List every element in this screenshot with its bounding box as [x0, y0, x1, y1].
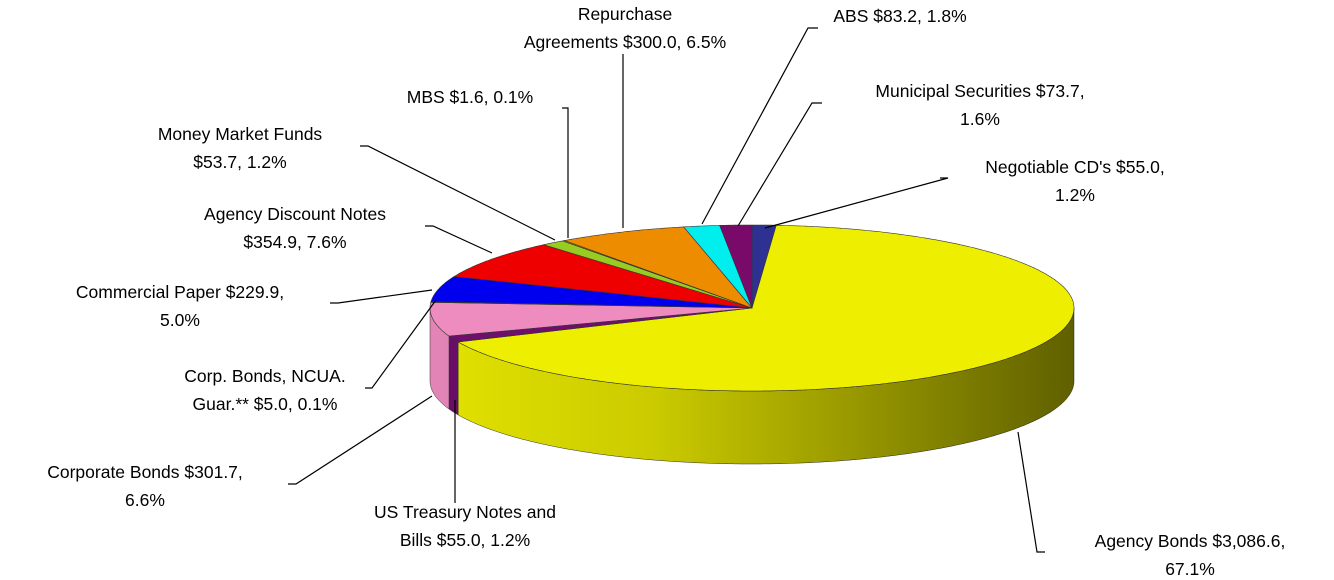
- leader-line: [701, 27, 818, 225]
- slice-label: Negotiable CD's $55.0, 1.2%: [985, 157, 1164, 205]
- slice-label: ABS $83.2, 1.8%: [833, 6, 966, 26]
- slice-label-line: Repurchase: [578, 4, 672, 24]
- slice-label-line: 1.2%: [1055, 185, 1095, 205]
- slice-side-shade: [449, 336, 459, 415]
- slice: [543, 240, 753, 309]
- slice-label: Money Market Funds $53.7, 1.2%: [158, 124, 323, 172]
- leader-line: [562, 107, 569, 238]
- slice-label-line: MBS $1.6, 0.1%: [407, 87, 533, 107]
- slice: [719, 224, 753, 309]
- slice-label-line: $53.7, 1.2%: [193, 152, 286, 172]
- leader-line: [737, 102, 822, 227]
- slice: [430, 276, 753, 309]
- leader-line: [1017, 431, 1045, 553]
- slice-label-line: Agency Discount Notes: [204, 204, 386, 224]
- slice-label: Corp. Bonds, NCUA. Guar.** $5.0, 0.1%: [184, 366, 345, 414]
- slice-label-line: Municipal Securities $73.7,: [875, 81, 1084, 101]
- slice-label-line: Corp. Bonds, NCUA.: [184, 366, 345, 386]
- slice-label-line: Negotiable CD's $55.0,: [985, 157, 1164, 177]
- slice: [683, 225, 753, 309]
- slice-label-line: Corporate Bonds $301.7,: [47, 462, 243, 482]
- slice-label: Municipal Securities $73.7, 1.6%: [875, 81, 1084, 129]
- slice-label-line: Agency Bonds $3,086.6,: [1095, 531, 1286, 551]
- slice-label-line: ABS $83.2, 1.8%: [833, 6, 966, 26]
- slice: [564, 226, 753, 309]
- slice-label: Agency Discount Notes $354.9, 7.6%: [204, 204, 386, 252]
- leader-line: [330, 289, 433, 304]
- leader-line: [360, 145, 556, 241]
- slice-label: Agency Bonds $3,086.6, 67.1%: [1095, 531, 1286, 579]
- slice-side-shade: [458, 308, 1075, 464]
- slice-label-line: Money Market Funds: [158, 124, 323, 144]
- leader-line: [425, 225, 493, 254]
- slice-label-line: 67.1%: [1165, 559, 1215, 579]
- slice-label: US Treasury Notes and Bills $55.0, 1.2%: [374, 502, 556, 550]
- slice-label: MBS $1.6, 0.1%: [407, 87, 533, 107]
- slice-label-line: US Treasury Notes and: [374, 502, 556, 522]
- slice: [453, 244, 753, 309]
- slice-label-line: 6.6%: [125, 490, 165, 510]
- slice-label-line: Guar.** $5.0, 0.1%: [193, 394, 338, 414]
- slice-label: Commercial Paper $229.9, 5.0%: [76, 282, 284, 330]
- slice-side-shade: [430, 308, 449, 410]
- slice-label: Repurchase Agreements $300.0, 6.5%: [524, 4, 726, 52]
- slice-label-line: Commercial Paper $229.9,: [76, 282, 284, 302]
- slice: [448, 307, 753, 343]
- slice-label-line: Bills $55.0, 1.2%: [400, 530, 530, 550]
- leader-line: [288, 395, 433, 485]
- leader-line: [365, 299, 437, 389]
- slice-label-line: $354.9, 7.6%: [243, 232, 346, 252]
- slice: [457, 224, 1075, 392]
- leader-line: [764, 177, 949, 229]
- slice-label: Corporate Bonds $301.7, 6.6%: [47, 462, 243, 510]
- slice-label-line: 1.6%: [960, 109, 1000, 129]
- slice-label-line: 5.0%: [160, 310, 200, 330]
- slice-label-line: Agreements $300.0, 6.5%: [524, 32, 726, 52]
